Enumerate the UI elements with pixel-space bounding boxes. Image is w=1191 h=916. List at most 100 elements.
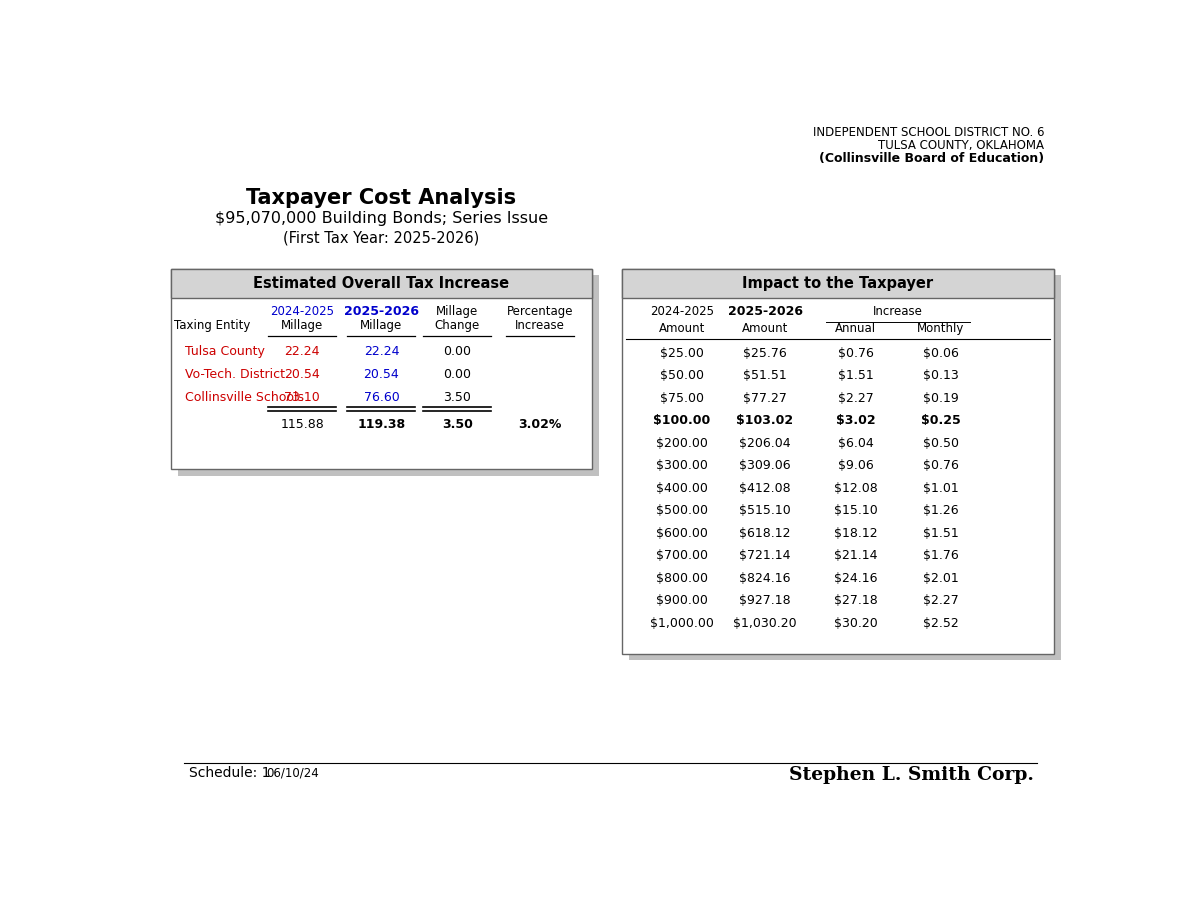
Text: Amount: Amount — [659, 322, 705, 335]
Text: $700.00: $700.00 — [656, 549, 709, 562]
Text: $50.00: $50.00 — [660, 369, 704, 382]
Text: $1.51: $1.51 — [837, 369, 873, 382]
Text: Increase: Increase — [873, 305, 923, 318]
Text: (First Tax Year: 2025-2026): (First Tax Year: 2025-2026) — [283, 230, 480, 245]
Text: $1.51: $1.51 — [923, 527, 959, 540]
Text: $12.08: $12.08 — [834, 482, 878, 495]
Text: Millage: Millage — [360, 319, 403, 332]
Text: $500.00: $500.00 — [656, 504, 709, 518]
Text: 3.50: 3.50 — [442, 418, 473, 431]
Text: Vo-Tech. District: Vo-Tech. District — [186, 368, 286, 381]
Text: 22.24: 22.24 — [363, 345, 399, 358]
Text: $3.02: $3.02 — [836, 414, 875, 427]
Text: Millage: Millage — [436, 305, 479, 318]
Text: $206.04: $206.04 — [740, 437, 791, 450]
Text: Taxpayer Cost Analysis: Taxpayer Cost Analysis — [247, 188, 517, 208]
Text: 0.00: 0.00 — [443, 345, 472, 358]
Text: 20.54: 20.54 — [285, 368, 320, 381]
Text: Increase: Increase — [516, 319, 566, 332]
Text: $400.00: $400.00 — [656, 482, 707, 495]
Text: 76.60: 76.60 — [363, 390, 399, 404]
Text: 20.54: 20.54 — [363, 368, 399, 381]
Text: 2024-2025: 2024-2025 — [270, 305, 335, 318]
Text: 22.24: 22.24 — [285, 345, 320, 358]
Text: $15.10: $15.10 — [834, 504, 878, 518]
FancyBboxPatch shape — [629, 276, 1061, 660]
Text: $800.00: $800.00 — [656, 572, 709, 584]
Text: $77.27: $77.27 — [743, 392, 787, 405]
Text: 3.50: 3.50 — [443, 390, 472, 404]
FancyBboxPatch shape — [170, 268, 592, 298]
Text: $2.01: $2.01 — [923, 572, 959, 584]
Text: $2.52: $2.52 — [923, 616, 959, 629]
Text: $0.76: $0.76 — [923, 459, 959, 472]
Text: $2.27: $2.27 — [837, 392, 873, 405]
Text: 119.38: 119.38 — [357, 418, 405, 431]
Text: $0.13: $0.13 — [923, 369, 959, 382]
Text: $25.00: $25.00 — [660, 347, 704, 360]
Text: Collinsville Schools: Collinsville Schools — [186, 390, 304, 404]
Text: $927.18: $927.18 — [740, 594, 791, 607]
Text: $18.12: $18.12 — [834, 527, 878, 540]
Text: Millage: Millage — [281, 319, 324, 332]
Text: $0.50: $0.50 — [923, 437, 959, 450]
Text: 3.02%: 3.02% — [518, 418, 562, 431]
Text: TULSA COUNTY, OKLAHOMA: TULSA COUNTY, OKLAHOMA — [878, 139, 1045, 152]
Text: 2024-2025: 2024-2025 — [650, 305, 715, 318]
Text: Amount: Amount — [742, 322, 788, 335]
FancyBboxPatch shape — [170, 268, 592, 469]
Text: $618.12: $618.12 — [740, 527, 791, 540]
FancyBboxPatch shape — [622, 268, 1054, 298]
Text: $600.00: $600.00 — [656, 527, 707, 540]
Text: $75.00: $75.00 — [660, 392, 704, 405]
FancyBboxPatch shape — [622, 268, 1054, 653]
Text: $27.18: $27.18 — [834, 594, 878, 607]
Text: 06/10/24: 06/10/24 — [267, 767, 319, 780]
Text: $900.00: $900.00 — [656, 594, 707, 607]
FancyBboxPatch shape — [177, 276, 599, 475]
Text: 115.88: 115.88 — [280, 418, 324, 431]
Text: Stephen L. Smith Corp.: Stephen L. Smith Corp. — [790, 766, 1034, 784]
Text: $0.76: $0.76 — [837, 347, 874, 360]
Text: $412.08: $412.08 — [740, 482, 791, 495]
Text: Monthly: Monthly — [917, 322, 965, 335]
Text: $6.04: $6.04 — [837, 437, 873, 450]
Text: $721.14: $721.14 — [740, 549, 791, 562]
Text: (Collinsville Board of Education): (Collinsville Board of Education) — [819, 152, 1045, 165]
Text: $1.26: $1.26 — [923, 504, 959, 518]
Text: $309.06: $309.06 — [740, 459, 791, 472]
Text: $95,070,000 Building Bonds; Series Issue: $95,070,000 Building Bonds; Series Issue — [214, 211, 548, 225]
Text: $0.25: $0.25 — [921, 414, 961, 427]
Text: $200.00: $200.00 — [656, 437, 707, 450]
Text: $24.16: $24.16 — [834, 572, 878, 584]
Text: $103.02: $103.02 — [736, 414, 793, 427]
Text: $21.14: $21.14 — [834, 549, 878, 562]
Text: $1.01: $1.01 — [923, 482, 959, 495]
Text: $51.51: $51.51 — [743, 369, 787, 382]
Text: Annual: Annual — [835, 322, 877, 335]
Text: $2.27: $2.27 — [923, 594, 959, 607]
Text: Estimated Overall Tax Increase: Estimated Overall Tax Increase — [254, 276, 510, 290]
Text: $9.06: $9.06 — [837, 459, 873, 472]
Text: $515.10: $515.10 — [740, 504, 791, 518]
Text: $0.19: $0.19 — [923, 392, 959, 405]
Text: $100.00: $100.00 — [654, 414, 711, 427]
Text: 0.00: 0.00 — [443, 368, 472, 381]
Text: $30.20: $30.20 — [834, 616, 878, 629]
Text: Impact to the Taxpayer: Impact to the Taxpayer — [742, 276, 934, 290]
Text: Tulsa County: Tulsa County — [186, 345, 266, 358]
Text: $300.00: $300.00 — [656, 459, 707, 472]
Text: $824.16: $824.16 — [740, 572, 791, 584]
Text: 2025-2026: 2025-2026 — [344, 305, 419, 318]
Text: $0.06: $0.06 — [923, 347, 959, 360]
Text: $1,030.20: $1,030.20 — [734, 616, 797, 629]
Text: Taxing Entity: Taxing Entity — [174, 319, 250, 332]
Text: Schedule: 1: Schedule: 1 — [189, 766, 270, 780]
Text: Change: Change — [435, 319, 480, 332]
Text: $1.76: $1.76 — [923, 549, 959, 562]
Text: $1,000.00: $1,000.00 — [650, 616, 715, 629]
Text: INDEPENDENT SCHOOL DISTRICT NO. 6: INDEPENDENT SCHOOL DISTRICT NO. 6 — [812, 126, 1045, 139]
Text: $25.76: $25.76 — [743, 347, 787, 360]
Text: 73.10: 73.10 — [285, 390, 320, 404]
Text: 2025-2026: 2025-2026 — [728, 305, 803, 318]
